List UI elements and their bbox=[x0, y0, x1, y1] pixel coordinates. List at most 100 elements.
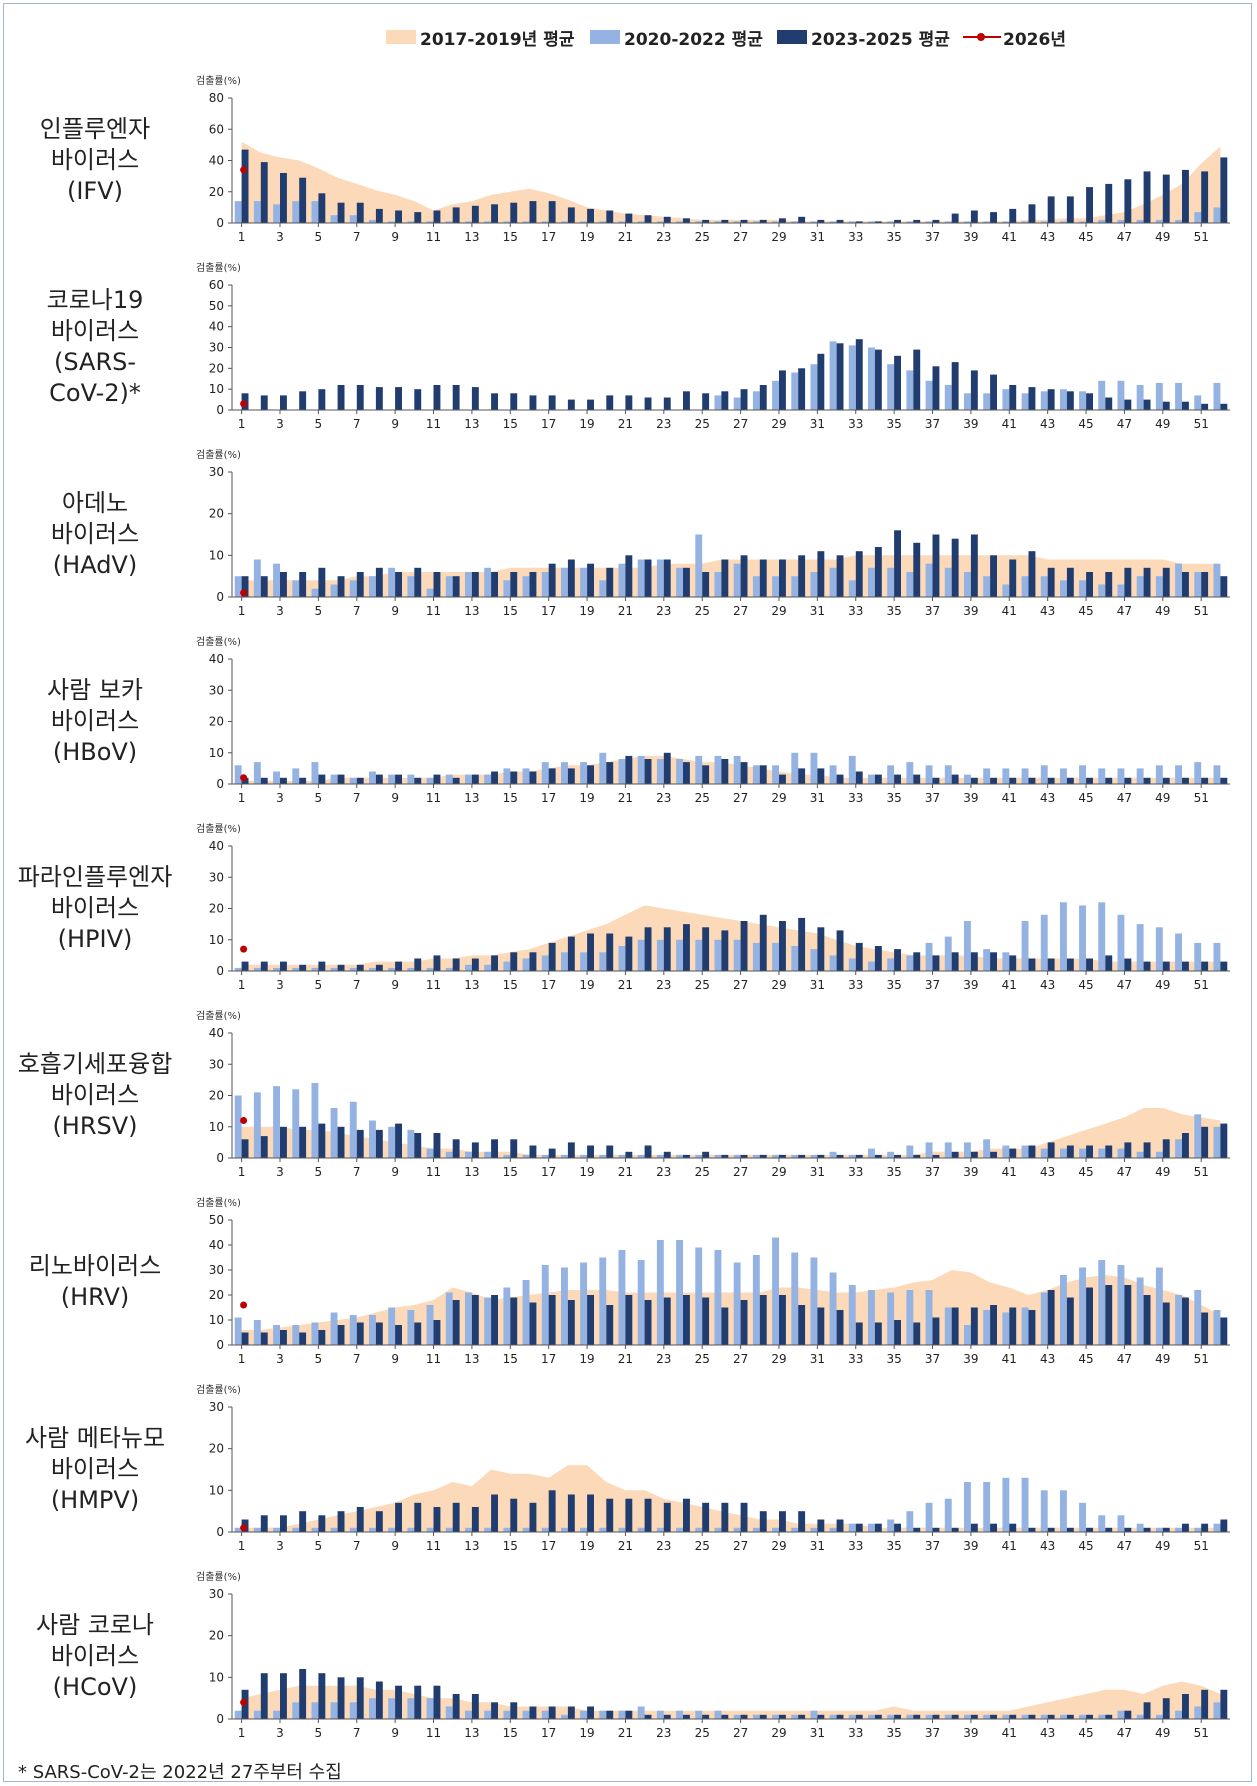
bar-2023-2025 bbox=[1105, 1527, 1113, 1532]
bar-2020-2022 bbox=[1079, 1502, 1086, 1532]
bar-2023-2025 bbox=[683, 218, 690, 223]
bar-2023-2025 bbox=[1182, 169, 1189, 223]
bar-2020-2022 bbox=[311, 762, 319, 784]
virus-label-line: (HMPV) bbox=[50, 1486, 140, 1514]
x-tick-label: 29 bbox=[771, 791, 786, 805]
area-2017-2019 bbox=[241, 1681, 1221, 1719]
x-tick-label: 13 bbox=[464, 604, 479, 618]
bar-2023-2025 bbox=[1047, 1714, 1055, 1719]
bar-2023-2025 bbox=[529, 572, 537, 597]
bar-2023-2025 bbox=[529, 201, 537, 223]
bar-2023-2025 bbox=[395, 572, 402, 597]
bar-2020-2022 bbox=[887, 1292, 895, 1345]
x-tick-label: 21 bbox=[618, 1726, 633, 1740]
bar-2023-2025 bbox=[721, 930, 729, 971]
bar-2023-2025 bbox=[798, 1305, 806, 1345]
bar-2023-2025 bbox=[702, 927, 710, 972]
bar-2020-2022 bbox=[829, 1527, 837, 1532]
area-2017-2019 bbox=[241, 905, 1221, 971]
x-tick-label: 43 bbox=[1040, 1165, 1055, 1179]
x-tick-label: 5 bbox=[315, 604, 323, 618]
bar-2023-2025 bbox=[683, 1714, 690, 1719]
bar-2020-2022 bbox=[311, 967, 319, 971]
bar-2023-2025 bbox=[337, 1677, 345, 1719]
bar-2020-2022 bbox=[925, 1502, 933, 1532]
bar-2020-2022 bbox=[330, 215, 338, 223]
bar-2023-2025 bbox=[548, 1295, 556, 1345]
bar-2020-2022 bbox=[292, 967, 300, 971]
x-tick-label: 47 bbox=[1117, 1352, 1132, 1366]
bar-2020-2022 bbox=[273, 1086, 280, 1158]
x-tick-label: 33 bbox=[848, 1539, 863, 1553]
y-tick-label: 30 bbox=[209, 341, 224, 355]
bar-2020-2022 bbox=[426, 1305, 434, 1345]
bar-2020-2022 bbox=[1002, 1714, 1010, 1719]
bar-2023-2025 bbox=[913, 1714, 921, 1719]
bar-2023-2025 bbox=[1182, 961, 1189, 971]
bar-2023-2025 bbox=[241, 576, 249, 597]
y-tick-label: 60 bbox=[209, 122, 224, 136]
bar-2023-2025 bbox=[855, 771, 863, 784]
y-tick-label: 20 bbox=[209, 902, 224, 916]
bar-2020-2022 bbox=[522, 576, 530, 597]
bar-2023-2025 bbox=[874, 774, 882, 784]
bar-2023-2025 bbox=[663, 1151, 671, 1159]
bar-2020-2022 bbox=[349, 580, 357, 597]
bar-2023-2025 bbox=[1143, 567, 1151, 597]
bar-2023-2025 bbox=[471, 1507, 479, 1532]
bar-2023-2025 bbox=[1124, 1710, 1132, 1719]
virus-label-line: (HRV) bbox=[60, 1283, 130, 1311]
bar-2020-2022 bbox=[580, 952, 587, 972]
x-tick-label: 1 bbox=[238, 1165, 246, 1179]
x-tick-label: 43 bbox=[1040, 604, 1055, 618]
bar-2020-2022 bbox=[848, 345, 856, 410]
bar-2020-2022 bbox=[369, 1527, 376, 1532]
bar-2023-2025 bbox=[913, 349, 921, 410]
bar-2023-2025 bbox=[1124, 1142, 1132, 1158]
bar-2023-2025 bbox=[894, 1714, 901, 1719]
bar-2023-2025 bbox=[913, 542, 921, 597]
bar-2023-2025 bbox=[299, 177, 307, 223]
bar-2020-2022 bbox=[1002, 952, 1010, 972]
bar-2020-2022 bbox=[445, 1151, 453, 1159]
x-tick-label: 19 bbox=[579, 417, 594, 431]
bar-2023-2025 bbox=[299, 964, 307, 972]
bar-2020-2022 bbox=[964, 1482, 971, 1532]
bar-2023-2025 bbox=[395, 210, 402, 223]
legend-item-2020-2022: 2020-2022 평균 bbox=[590, 22, 763, 52]
x-tick-label: 13 bbox=[464, 1352, 479, 1366]
x-tick-label: 7 bbox=[353, 1726, 361, 1740]
bar-2020-2022 bbox=[503, 580, 511, 597]
virus-label-line: 호흡기세포융합 bbox=[17, 1050, 173, 1078]
bar-2020-2022 bbox=[906, 572, 914, 597]
x-tick-label: 21 bbox=[618, 978, 633, 992]
bar-2023-2025 bbox=[606, 1145, 614, 1158]
bar-2020-2022 bbox=[580, 221, 587, 223]
y-tick-label: 10 bbox=[209, 933, 224, 947]
x-tick-label: 9 bbox=[391, 1726, 399, 1740]
bar-2020-2022 bbox=[944, 936, 952, 971]
bar-2023-2025 bbox=[1009, 208, 1017, 223]
virus-label: 인플루엔자 바이러스 (IFV) bbox=[10, 114, 180, 207]
bar-2020-2022 bbox=[925, 380, 933, 410]
x-tick-label: 39 bbox=[963, 417, 978, 431]
bar-2023-2025 bbox=[299, 1332, 307, 1345]
y-tick-label: 10 bbox=[209, 1670, 224, 1684]
bar-2020-2022 bbox=[983, 576, 991, 597]
bar-2023-2025 bbox=[375, 1511, 383, 1532]
bar-2020-2022 bbox=[1194, 1706, 1202, 1719]
bar-2020-2022 bbox=[868, 347, 875, 410]
x-tick-label: 11 bbox=[426, 604, 441, 618]
bar-2023-2025 bbox=[721, 219, 729, 223]
bar-2020-2022 bbox=[273, 204, 280, 224]
bar-2023-2025 bbox=[606, 1710, 614, 1719]
x-tick-label: 31 bbox=[810, 1165, 825, 1179]
bar-2023-2025 bbox=[1220, 157, 1228, 223]
y-tick-label: 30 bbox=[209, 1263, 224, 1277]
y-unit-label: 검출률(%) bbox=[196, 636, 241, 648]
bar-2020-2022 bbox=[292, 1702, 300, 1719]
bar-2023-2025 bbox=[606, 1498, 614, 1532]
x-tick-label: 15 bbox=[503, 1539, 518, 1553]
